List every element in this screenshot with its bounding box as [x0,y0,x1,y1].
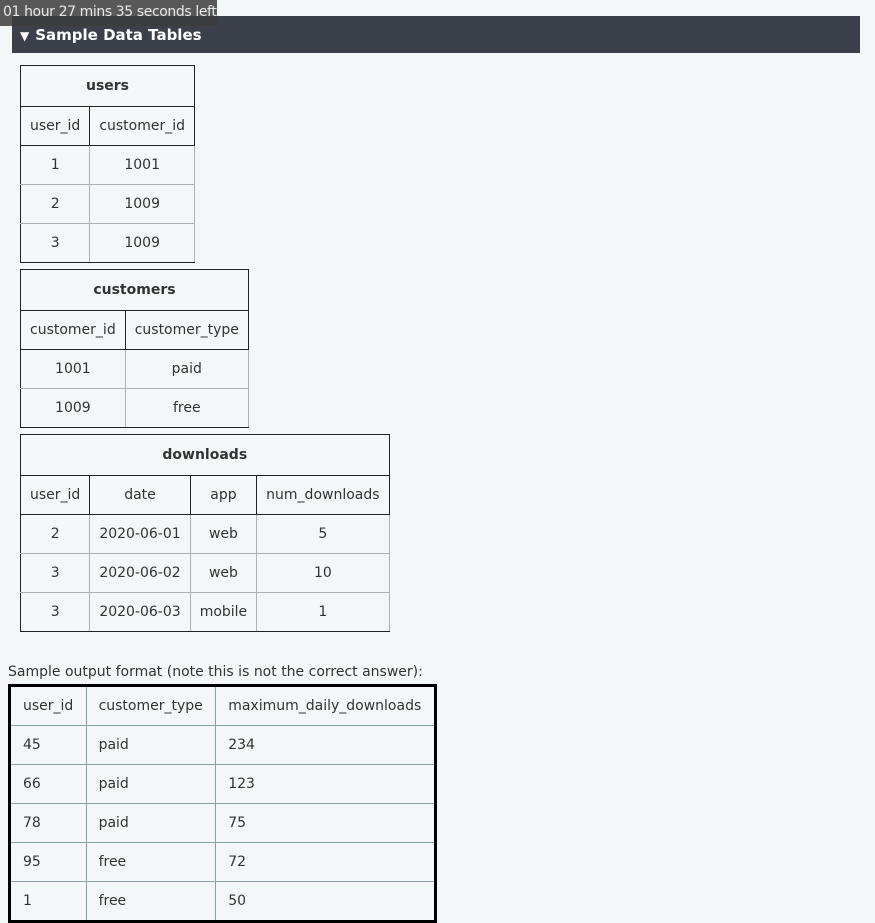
table-row: 3 2020-06-03 mobile 1 [19,592,390,632]
table-cell: paid [85,725,217,765]
table-cell: 2020-06-02 [89,553,191,593]
table-cell: 45 [9,725,87,765]
table-cell: 78 [9,803,87,843]
header-row: user_id customer_type maximum_daily_downlo… [9,685,436,726]
table-caption: downloads [20,434,390,476]
column-header: app [189,475,258,515]
table-cell: 1001 [20,349,126,389]
table-row: 1009 free [20,388,249,428]
column-header: customer_type [85,685,217,726]
column-header: customer_id [20,310,126,350]
downloads-table: downloads user_id date app num_downloads 2 202… [19,434,390,632]
table-cell: mobile [189,592,258,632]
table-row: 78 paid 75 [9,803,436,843]
column-header: maximum_daily_downloads [215,685,436,726]
table-row: 2 2020-06-01 web 5 [19,514,390,554]
table-row: 3 1009 [19,223,196,263]
table-row: 1 free 50 [9,881,436,922]
table-cell: 3 [19,223,91,263]
column-header: user_id [19,475,91,515]
header-row: user_id date app num_downloads [19,475,390,515]
table-cell: paid [85,764,217,804]
table-cell: 234 [215,725,436,765]
table-cell: free [85,842,217,882]
header-row: user_id customer_id [19,106,196,146]
table-row: 1 1001 [19,145,196,185]
table-cell: free [124,388,249,428]
table-cell: 2020-06-01 [89,514,191,554]
table-cell: 123 [215,764,436,804]
table-row: 1001 paid [20,349,249,389]
table-cell: free [85,881,217,922]
table-cell: 1009 [89,223,196,263]
sample-output-table: user_id customer_type maximum_daily_downlo… [8,684,437,923]
users-table: users user_id customer_id 1 1001 2 1009 3 1009 [19,65,196,263]
table-caption: customers [20,269,249,311]
table-row: 45 paid 234 [9,725,436,765]
column-header: customer_type [124,310,249,350]
table-row: 66 paid 123 [9,764,436,804]
table-cell: paid [124,349,249,389]
table-cell: web [189,553,258,593]
table-cell: 1 [9,881,87,922]
customers-table: customers customer_id customer_type 1001 pai… [20,269,249,428]
column-header: user_id [19,106,91,146]
column-header: user_id [9,685,87,726]
table-cell: 3 [19,592,91,632]
table-cell: 10 [256,553,390,593]
table-caption: users [19,65,196,107]
triangle-down-icon: ▼ [20,29,30,43]
table-cell: 2 [19,514,91,554]
time-remaining: 01 hour 27 mins 35 seconds left [0,0,217,26]
section-title: Sample Data Tables [35,26,202,44]
table-cell: 2 [19,184,91,224]
table-cell: 1009 [20,388,126,428]
column-header: num_downloads [256,475,390,515]
table-cell: 1009 [89,184,196,224]
header-row: customer_id customer_type [20,310,249,350]
table-cell: 1001 [89,145,196,185]
column-header: customer_id [89,106,196,146]
table-cell: 5 [256,514,390,554]
table-row: 2 1009 [19,184,196,224]
caption-row: users [19,65,196,107]
column-header: date [89,475,191,515]
table-cell: 66 [9,764,87,804]
table-cell: 50 [215,881,436,922]
table-cell: 2020-06-03 [89,592,191,632]
caption-row: customers [20,269,249,311]
output-format-label: Sample output format (note this is not t… [8,664,423,680]
table-cell: 95 [9,842,87,882]
table-row: 3 2020-06-02 web 10 [19,553,390,593]
table-cell: paid [85,803,217,843]
table-cell: 1 [256,592,390,632]
caption-row: downloads [20,434,390,476]
table-row: 95 free 72 [9,842,436,882]
table-cell: 72 [215,842,436,882]
table-cell: 3 [19,553,91,593]
table-cell: web [189,514,258,554]
table-cell: 1 [19,145,91,185]
table-cell: 75 [215,803,436,843]
